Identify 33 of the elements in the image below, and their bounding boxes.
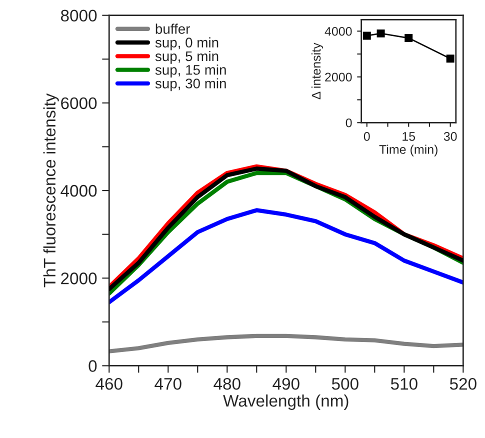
y-tick-label: 2000	[61, 272, 97, 284]
y-tick-label: 0	[88, 360, 97, 372]
legend-label: sup, 5 min	[155, 50, 218, 64]
x-tick-label: 490	[272, 378, 300, 390]
y-tick-label: 8000	[60, 10, 97, 22]
point	[362, 32, 371, 40]
x-axis-title: Time (min)	[379, 144, 438, 156]
legend-label: buffer	[156, 24, 190, 34]
legend-label: sup, 0 min	[155, 37, 218, 50]
x-tick-label: 480	[214, 378, 240, 390]
y-tick-label: 0	[346, 118, 352, 128]
x-axis-title: Wavelength (nm)	[223, 394, 348, 410]
y-axis-title: Δ intensity	[311, 42, 324, 100]
legend-label: sup, 30 min	[155, 78, 226, 92]
line-series	[109, 208, 464, 304]
legend-label: sup, 15 min	[155, 64, 226, 78]
y-axis-title: ThT fluorescence intensity	[43, 93, 59, 288]
point	[446, 54, 454, 63]
x-tick-label: 510	[390, 378, 418, 390]
x-tick-label: 30	[444, 132, 457, 141]
line-series	[109, 334, 464, 354]
y-tick-label: 2000	[325, 72, 352, 82]
y-tick-label: 6000	[61, 97, 97, 110]
x-tick-label: 500	[332, 378, 358, 390]
x-tick-label: 0	[364, 132, 370, 141]
y-tick-label: 4000	[60, 184, 97, 197]
point	[404, 34, 413, 42]
point	[376, 29, 385, 38]
y-tick-label: 4000	[324, 26, 352, 36]
x-tick-label: 470	[154, 378, 182, 390]
x-tick-label: 15	[402, 132, 416, 141]
x-tick-label: 460	[96, 378, 122, 390]
x-tick-label: 520	[450, 378, 476, 390]
